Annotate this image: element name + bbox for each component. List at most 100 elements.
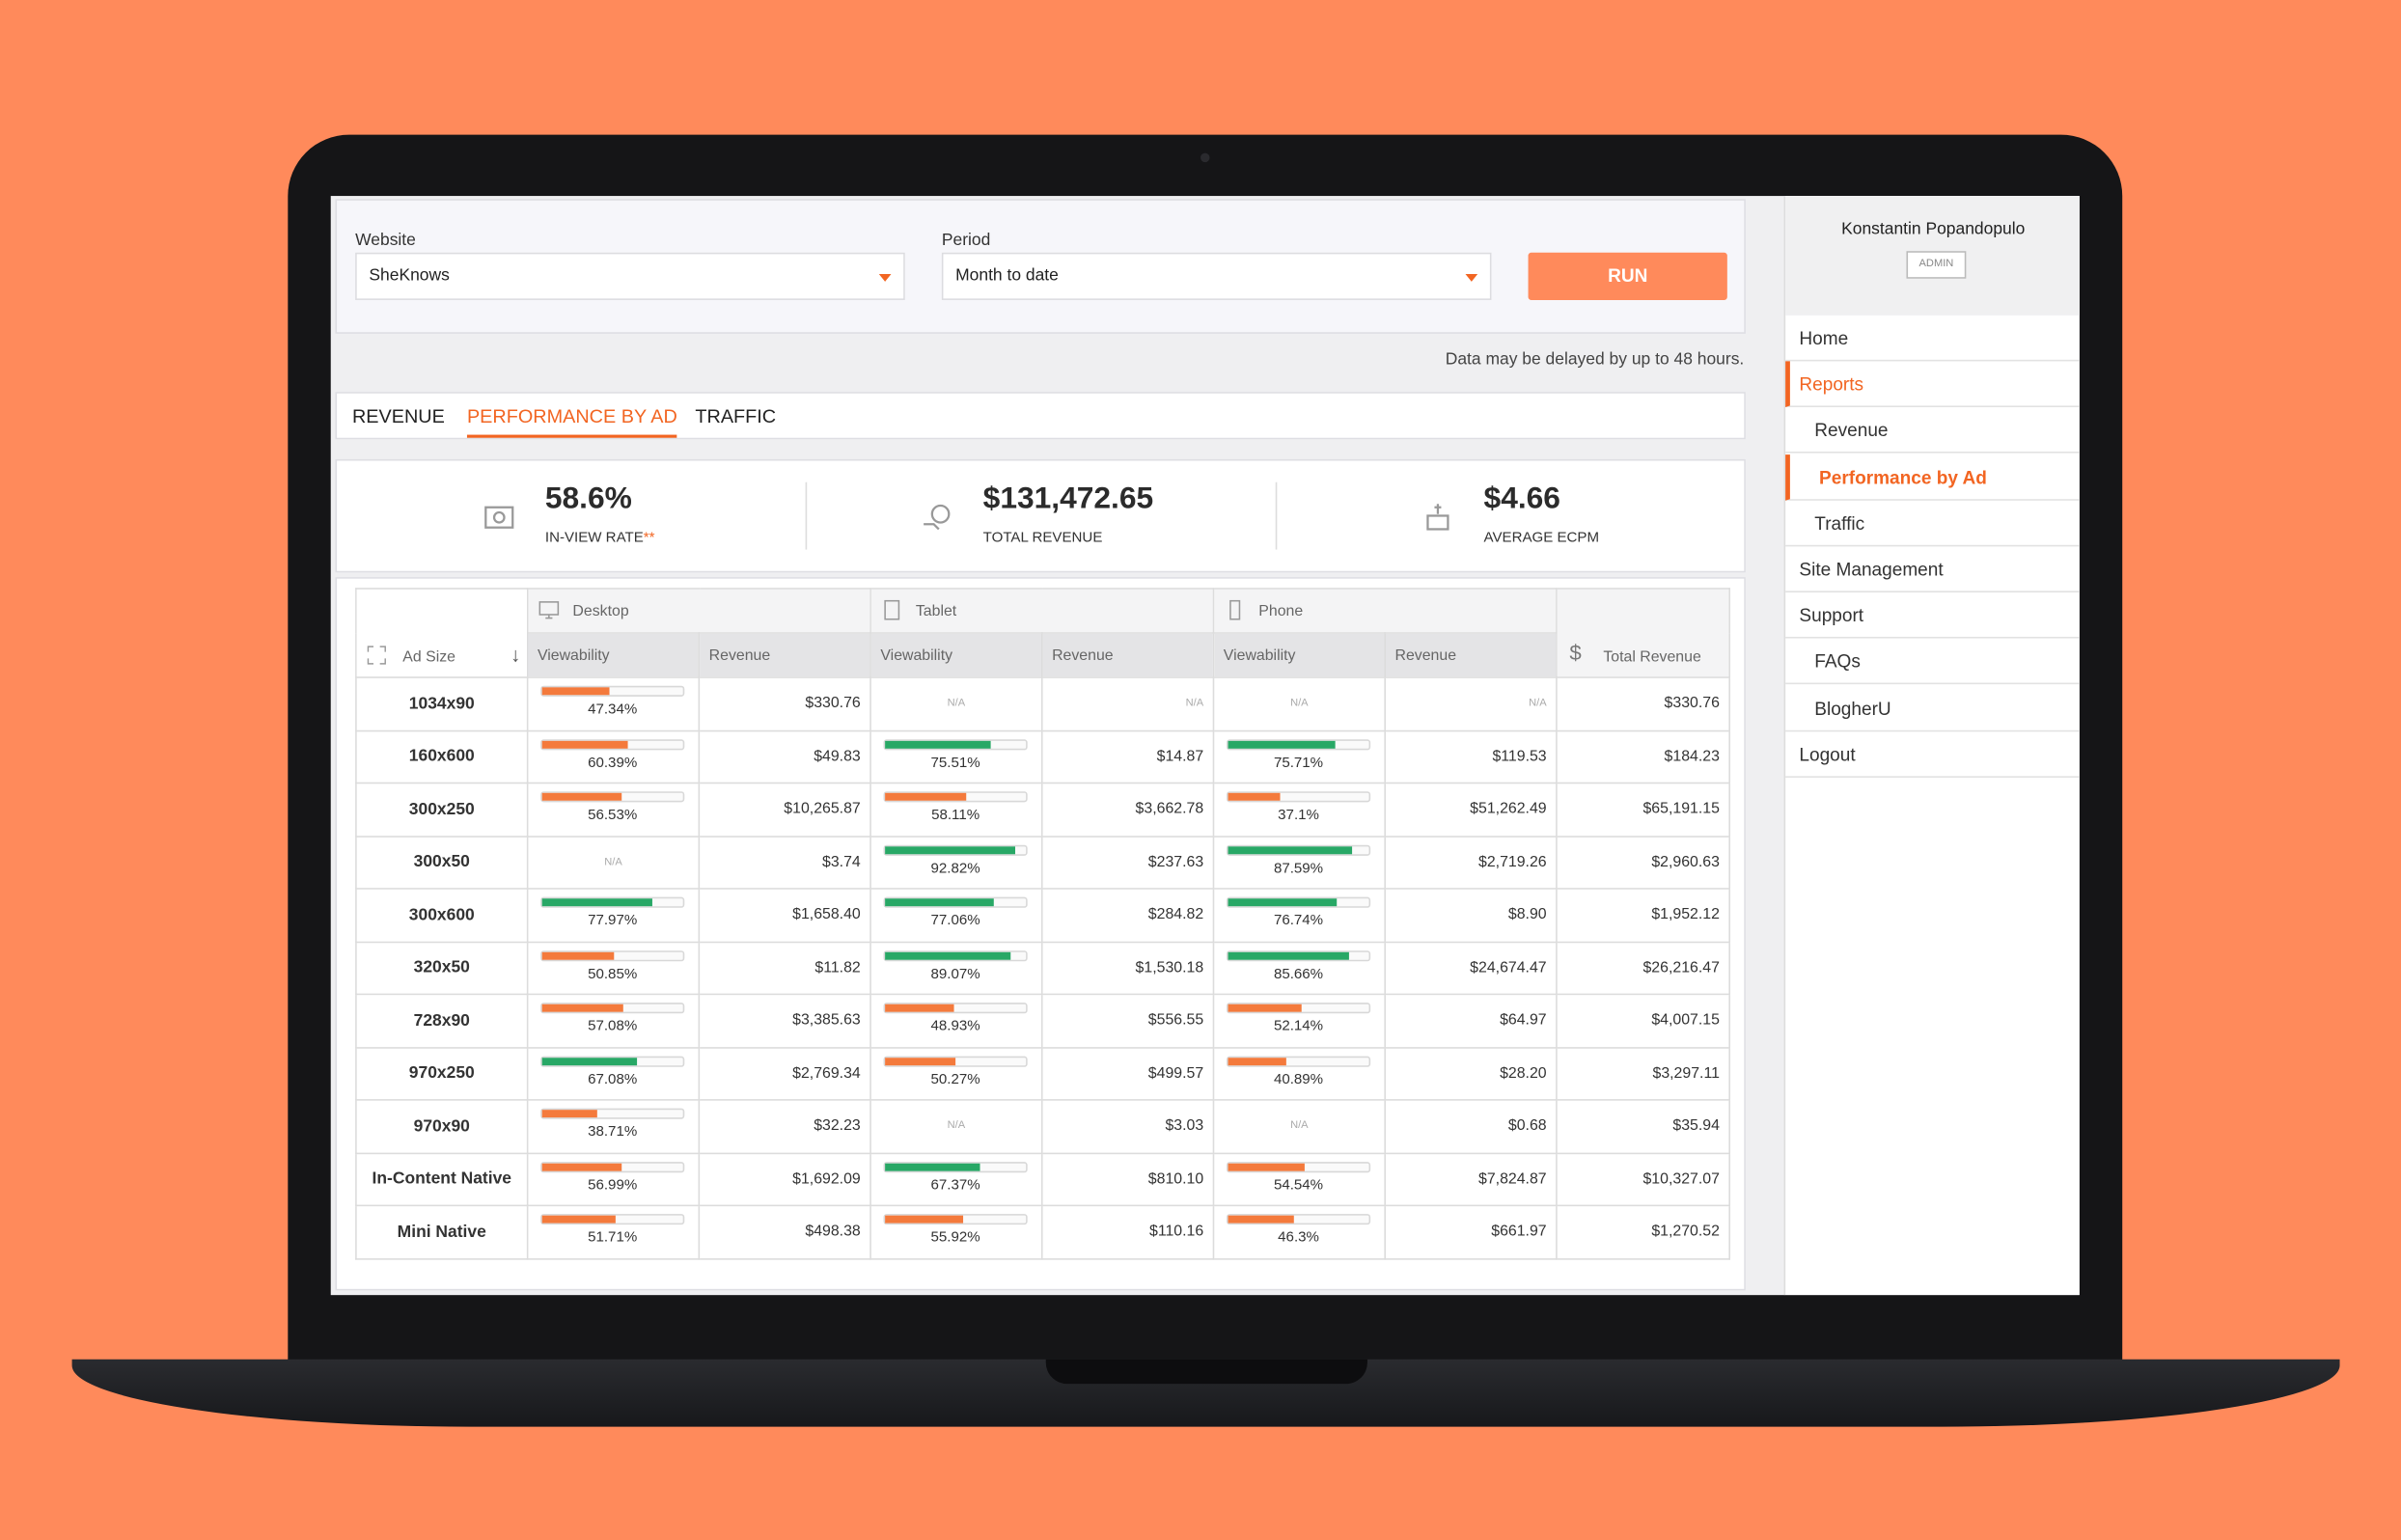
- bar-fill: [885, 792, 967, 801]
- website-select[interactable]: SheKnows: [355, 252, 905, 300]
- bar-label: 55.92%: [930, 1228, 980, 1247]
- revenue-cell: $2,960.63: [1556, 835, 1731, 890]
- revenue-cell: $284.82: [1040, 888, 1215, 943]
- bar-fill: [541, 1162, 622, 1170]
- bar-track: [883, 1214, 1028, 1225]
- bar-label: 60.39%: [588, 754, 638, 771]
- kpi-icon: [1421, 501, 1454, 535]
- group-header: Desktop: [526, 588, 871, 634]
- bar-track: [540, 1108, 685, 1119]
- bar-fill: [541, 740, 627, 748]
- nav-item[interactable]: Home: [1785, 316, 2080, 362]
- bar-track: [883, 1003, 1028, 1014]
- user-panel: Konstantin Popandopulo ADMIN: [1785, 196, 2080, 316]
- data-row: 300x600 77.97% $1,658.40 77.06% $284.82 76.74…: [355, 888, 1731, 943]
- nav-item[interactable]: Support: [1785, 592, 2080, 639]
- kpi-label-text: AVERAGE ECPM: [1483, 529, 1600, 547]
- bar-label: 85.66%: [1273, 965, 1324, 982]
- ad-size: In-Content Native: [355, 1151, 529, 1207]
- device-icon: [880, 598, 903, 621]
- bar-fill: [541, 792, 622, 801]
- ad-size: 728x90: [355, 993, 529, 1048]
- ad-size: 300x50: [355, 835, 529, 890]
- period-select[interactable]: Month to date: [941, 252, 1492, 300]
- revenue-cell: $11.82: [698, 940, 871, 996]
- tab[interactable]: REVENUE: [351, 405, 445, 427]
- bar-label: 52.14%: [1273, 1018, 1324, 1035]
- ad-size: 300x600: [355, 888, 529, 943]
- header-cell: Viewability: [1212, 632, 1386, 678]
- revenue-cell: $65,191.15: [1556, 782, 1731, 837]
- revenue-cell: $3,662.78: [1040, 782, 1215, 837]
- viewability-cell: 58.11%: [869, 782, 1043, 837]
- group-label: Desktop: [572, 602, 629, 619]
- kpi-icon: [921, 501, 954, 535]
- revenue-cell: $556.55: [1040, 993, 1215, 1048]
- caret: [878, 273, 892, 282]
- bar-fill: [1228, 1057, 1286, 1065]
- nav-item[interactable]: BlogherU: [1785, 685, 2080, 731]
- nav-item[interactable]: FAQs: [1785, 639, 2080, 685]
- bar-label: 76.74%: [1273, 912, 1324, 929]
- revenue-cell: N/A: [1040, 676, 1215, 731]
- viewability-cell: 54.54%: [1212, 1151, 1386, 1207]
- bar-track: [1226, 791, 1371, 803]
- revenue-cell: $810.10: [1040, 1151, 1215, 1207]
- tab[interactable]: PERFORMANCE BY AD: [466, 405, 677, 438]
- bar-track: [1226, 1161, 1371, 1172]
- bar-track: [540, 1003, 685, 1014]
- nav-item[interactable]: Reports: [1785, 361, 2080, 408]
- nav-item[interactable]: Logout: [1785, 731, 2080, 778]
- nav-item[interactable]: Site Management: [1785, 546, 2080, 592]
- revenue-cell: $51,262.49: [1384, 782, 1558, 837]
- viewability-cell: 89.07%: [869, 940, 1043, 996]
- bar-track: [540, 1214, 685, 1225]
- viewability-cell: 60.39%: [526, 729, 701, 784]
- viewability-cell: 56.53%: [526, 782, 701, 837]
- revenue-cell: $3.03: [1040, 1099, 1215, 1154]
- nav-item[interactable]: Performance by Ad: [1785, 454, 2080, 501]
- icon: [884, 599, 900, 620]
- viewability-cell: N/A: [526, 835, 701, 890]
- bar-fill: [885, 1057, 956, 1065]
- bar-label: 77.97%: [588, 912, 638, 929]
- icon: [538, 601, 560, 619]
- revenue-cell: $1,658.40: [698, 888, 871, 943]
- viewability-cell: 46.3%: [1212, 1204, 1386, 1259]
- bar-fill: [1228, 845, 1352, 854]
- viewability-cell: 76.74%: [1212, 888, 1386, 943]
- bar-track: [1226, 1055, 1371, 1066]
- bar-track: [540, 949, 685, 961]
- revenue-cell: $330.76: [698, 676, 871, 731]
- bar-label: 46.3%: [1278, 1228, 1319, 1247]
- revenue-cell: $4,007.15: [1556, 993, 1731, 1048]
- nav-item[interactable]: Traffic: [1785, 500, 2080, 547]
- viewability-cell: 67.37%: [869, 1151, 1043, 1207]
- viewability-cell: 37.1%: [1212, 782, 1386, 837]
- bar-label: 67.08%: [588, 1070, 638, 1088]
- nav-item[interactable]: Revenue: [1785, 408, 2080, 454]
- tab[interactable]: TRAFFIC: [695, 405, 777, 427]
- kpi-note: **: [643, 529, 655, 547]
- viewability-cell: N/A: [1212, 676, 1386, 731]
- bar-fill: [1228, 898, 1337, 907]
- bar-fill: [885, 740, 992, 748]
- viewability-cell: 51.71%: [526, 1204, 701, 1259]
- viewability-cell: N/A: [1212, 1099, 1386, 1154]
- bar-track: [883, 1161, 1028, 1172]
- viewability-cell: 56.99%: [526, 1151, 701, 1207]
- viewability-cell: 38.71%: [526, 1099, 701, 1154]
- viewability-cell: 57.08%: [526, 993, 701, 1048]
- revenue-cell: $499.57: [1040, 1046, 1215, 1101]
- viewability-cell: N/A: [869, 676, 1043, 731]
- run-button[interactable]: RUN: [1528, 252, 1727, 300]
- bar-track: [883, 949, 1028, 961]
- revenue-cell: $10,265.87: [698, 782, 871, 837]
- sort-arrow[interactable]: ↓: [511, 643, 521, 667]
- caret: [1465, 273, 1478, 282]
- bar-label: 56.99%: [588, 1176, 638, 1194]
- group-header: Tablet: [869, 588, 1215, 634]
- ad-size: 970x90: [355, 1099, 529, 1154]
- revenue-cell: $8.90: [1384, 888, 1558, 943]
